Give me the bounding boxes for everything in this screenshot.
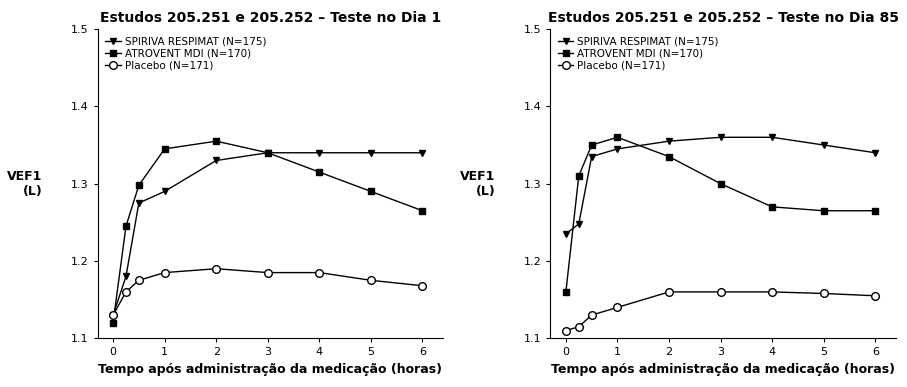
- SPIRIVA RESPIMAT (N=175): [818, 143, 829, 147]
- Placebo (N=171): [766, 289, 777, 294]
- ATROVENT MDI (N=170): [715, 182, 726, 186]
- SPIRIVA RESPIMAT (N=175): [160, 189, 171, 194]
- Placebo (N=171): [573, 324, 584, 329]
- SPIRIVA RESPIMAT (N=175): [715, 135, 726, 140]
- SPIRIVA RESPIMAT (N=175): [586, 154, 597, 159]
- ATROVENT MDI (N=170): [366, 189, 376, 194]
- Placebo (N=171): [121, 289, 132, 294]
- Line: Placebo (N=171): Placebo (N=171): [109, 265, 426, 319]
- ATROVENT MDI (N=170): [664, 154, 675, 159]
- Title: Estudos 205.251 e 205.252 – Teste no Dia 85: Estudos 205.251 e 205.252 – Teste no Dia…: [548, 11, 899, 25]
- ATROVENT MDI (N=170): [818, 209, 829, 213]
- ATROVENT MDI (N=170): [121, 224, 132, 229]
- SPIRIVA RESPIMAT (N=175): [664, 139, 675, 144]
- Line: SPIRIVA RESPIMAT (N=175): SPIRIVA RESPIMAT (N=175): [562, 134, 879, 237]
- Legend: SPIRIVA RESPIMAT (N=175), ATROVENT MDI (N=170), Placebo (N=171): SPIRIVA RESPIMAT (N=175), ATROVENT MDI (…: [556, 34, 721, 73]
- Placebo (N=171): [314, 270, 325, 275]
- Title: Estudos 205.251 e 205.252 – Teste no Dia 1: Estudos 205.251 e 205.252 – Teste no Dia…: [100, 11, 441, 25]
- Placebo (N=171): [586, 313, 597, 317]
- Placebo (N=171): [160, 270, 171, 275]
- Line: SPIRIVA RESPIMAT (N=175): SPIRIVA RESPIMAT (N=175): [110, 149, 426, 319]
- Placebo (N=171): [870, 293, 881, 298]
- SPIRIVA RESPIMAT (N=175): [366, 151, 376, 155]
- Line: ATROVENT MDI (N=170): ATROVENT MDI (N=170): [562, 134, 879, 295]
- SPIRIVA RESPIMAT (N=175): [210, 158, 221, 163]
- ATROVENT MDI (N=170): [612, 135, 623, 140]
- ATROVENT MDI (N=170): [573, 174, 584, 178]
- ATROVENT MDI (N=170): [262, 151, 273, 155]
- SPIRIVA RESPIMAT (N=175): [108, 313, 119, 317]
- Legend: SPIRIVA RESPIMAT (N=175), ATROVENT MDI (N=170), Placebo (N=171): SPIRIVA RESPIMAT (N=175), ATROVENT MDI (…: [102, 34, 268, 73]
- Placebo (N=171): [133, 278, 144, 283]
- Placebo (N=171): [612, 305, 623, 310]
- Line: ATROVENT MDI (N=170): ATROVENT MDI (N=170): [110, 138, 426, 326]
- SPIRIVA RESPIMAT (N=175): [133, 201, 144, 205]
- SPIRIVA RESPIMAT (N=175): [417, 151, 428, 155]
- Y-axis label: VEF1
(L): VEF1 (L): [7, 170, 43, 198]
- Placebo (N=171): [417, 283, 428, 288]
- ATROVENT MDI (N=170): [314, 170, 325, 175]
- X-axis label: Tempo após administração da medicação (horas): Tempo após administração da medicação (h…: [98, 363, 443, 376]
- ATROVENT MDI (N=170): [160, 147, 171, 151]
- ATROVENT MDI (N=170): [133, 183, 144, 188]
- ATROVENT MDI (N=170): [108, 320, 119, 325]
- ATROVENT MDI (N=170): [561, 289, 571, 294]
- Line: Placebo (N=171): Placebo (N=171): [562, 288, 879, 334]
- ATROVENT MDI (N=170): [417, 209, 428, 213]
- SPIRIVA RESPIMAT (N=175): [573, 222, 584, 226]
- ATROVENT MDI (N=170): [870, 209, 881, 213]
- Placebo (N=171): [210, 266, 221, 271]
- SPIRIVA RESPIMAT (N=175): [870, 151, 881, 155]
- Placebo (N=171): [561, 328, 571, 333]
- SPIRIVA RESPIMAT (N=175): [612, 147, 623, 151]
- SPIRIVA RESPIMAT (N=175): [314, 151, 325, 155]
- SPIRIVA RESPIMAT (N=175): [561, 231, 571, 236]
- Y-axis label: VEF1
(L): VEF1 (L): [460, 170, 495, 198]
- Placebo (N=171): [715, 289, 726, 294]
- Placebo (N=171): [108, 313, 119, 317]
- Placebo (N=171): [664, 289, 675, 294]
- SPIRIVA RESPIMAT (N=175): [766, 135, 777, 140]
- X-axis label: Tempo após administração da medicação (horas): Tempo após administração da medicação (h…: [551, 363, 895, 376]
- ATROVENT MDI (N=170): [766, 205, 777, 209]
- SPIRIVA RESPIMAT (N=175): [121, 274, 132, 279]
- Placebo (N=171): [818, 291, 829, 296]
- Placebo (N=171): [366, 278, 376, 283]
- ATROVENT MDI (N=170): [586, 143, 597, 147]
- SPIRIVA RESPIMAT (N=175): [262, 151, 273, 155]
- Placebo (N=171): [262, 270, 273, 275]
- ATROVENT MDI (N=170): [210, 139, 221, 144]
